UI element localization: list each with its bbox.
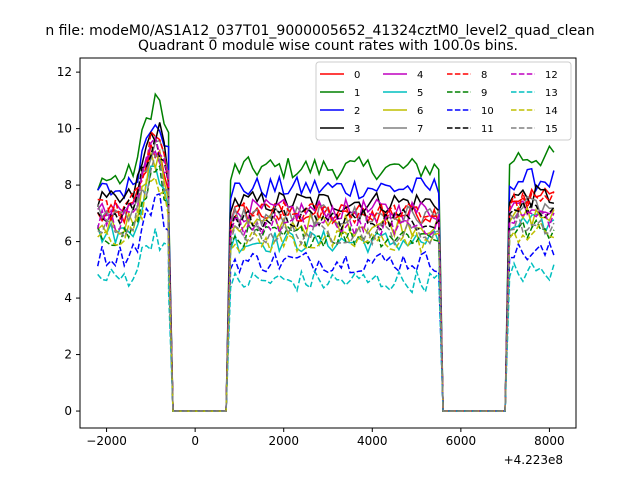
y-tick-label: 12 xyxy=(57,65,72,79)
axes-frame xyxy=(79,57,577,429)
x-tick-label: −2000 xyxy=(86,434,127,448)
y-tick-label: 8 xyxy=(64,178,72,192)
series-lines xyxy=(96,92,555,412)
series-line-1 xyxy=(96,92,555,412)
legend-label-9: 9 xyxy=(481,88,487,99)
x-tick-label: 6000 xyxy=(446,434,477,448)
legend-label-3: 3 xyxy=(354,124,360,135)
legend-label-6: 6 xyxy=(417,106,423,117)
legend-label-1: 1 xyxy=(354,88,360,99)
y-tick-label: 2 xyxy=(64,348,72,362)
figure-suptitle: n file: modeM0/AS1A12_037T01_9000005652_… xyxy=(45,23,594,39)
legend-label-11: 11 xyxy=(481,124,494,135)
legend-label-5: 5 xyxy=(417,88,423,99)
y-tick-label: 10 xyxy=(57,122,72,136)
series-line-9 xyxy=(96,164,555,412)
legend-label-2: 2 xyxy=(354,106,360,117)
x-tick-label: 2000 xyxy=(268,434,299,448)
x-tick-label: 4000 xyxy=(357,434,388,448)
x-axis-offset-label: +4.223e8 xyxy=(504,453,563,467)
series-line-2 xyxy=(97,123,555,412)
legend-label-4: 4 xyxy=(417,70,423,81)
series-line-10 xyxy=(96,192,555,412)
series-line-12 xyxy=(96,136,555,412)
y-tick-label: 0 xyxy=(64,404,72,418)
legend-frame xyxy=(315,61,572,141)
series-line-3 xyxy=(96,122,555,412)
series-line-13 xyxy=(97,228,555,412)
series-line-14 xyxy=(97,176,555,412)
legend-label-10: 10 xyxy=(481,106,494,117)
y-tick-label: 4 xyxy=(64,291,72,305)
x-tick-label: 8000 xyxy=(534,434,565,448)
series-line-11 xyxy=(97,136,555,412)
chart-title: Quadrant 0 module wise count rates with … xyxy=(138,38,518,54)
legend-label-8: 8 xyxy=(481,70,487,81)
legend-label-15: 15 xyxy=(545,124,558,135)
y-axis-ticks: 0 2 4 6 8 10 12 xyxy=(57,65,80,418)
legend-label-13: 13 xyxy=(545,88,558,99)
legend-label-14: 14 xyxy=(545,106,558,117)
legend-label-7: 7 xyxy=(417,124,423,135)
x-tick-label: 0 xyxy=(191,434,199,448)
legend-label-0: 0 xyxy=(354,70,360,81)
series-line-15 xyxy=(97,153,555,412)
legend-label-12: 12 xyxy=(545,70,558,81)
x-axis-ticks: −2000 0 2000 4000 6000 8000 xyxy=(86,428,565,448)
y-tick-label: 6 xyxy=(64,235,72,249)
